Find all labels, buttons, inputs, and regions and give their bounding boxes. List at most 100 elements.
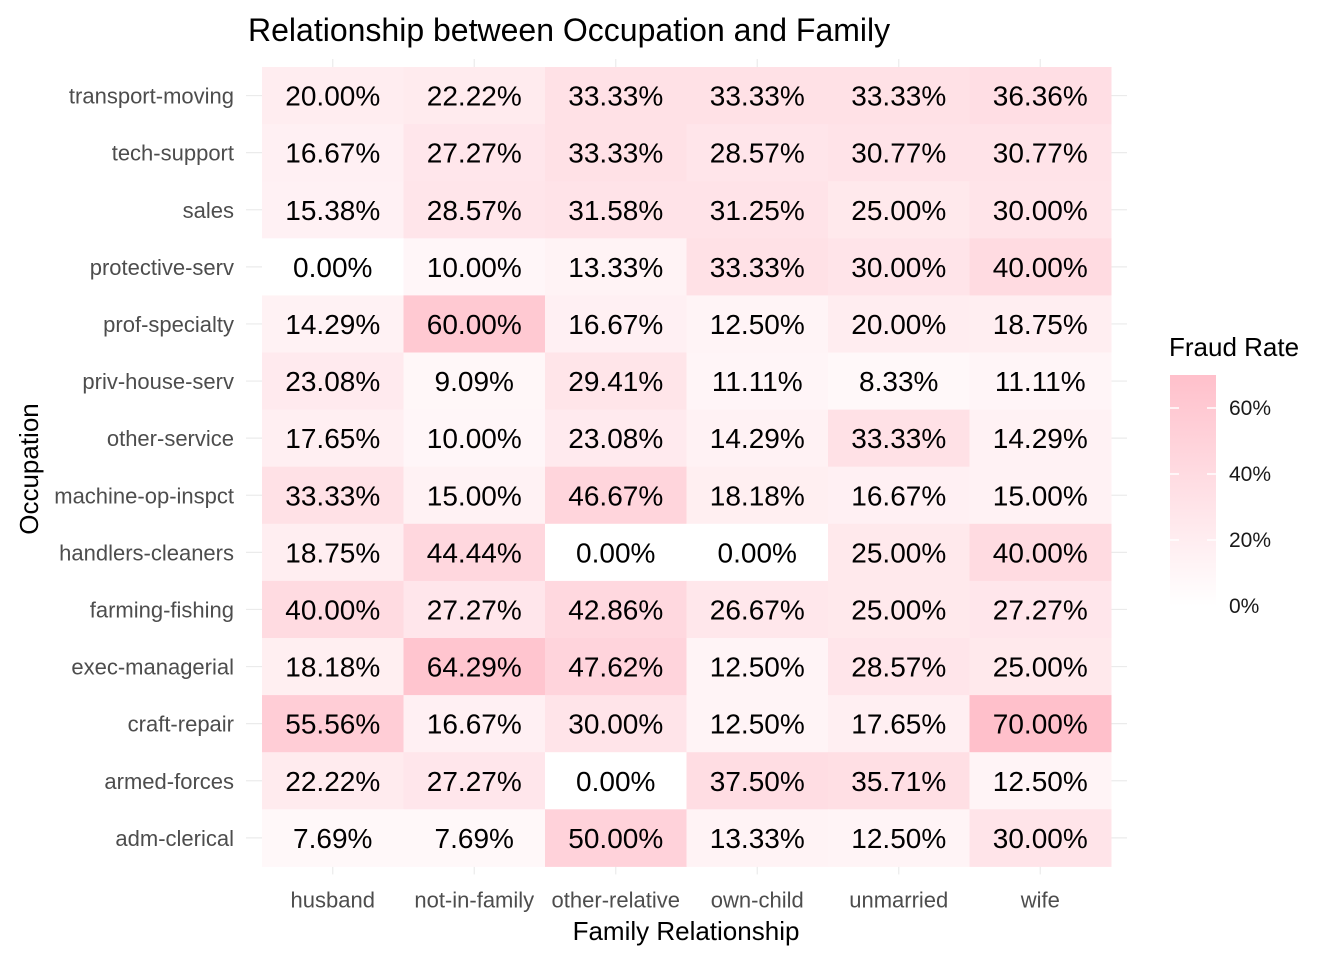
heatmap-cell — [262, 466, 404, 525]
heatmap-cell — [262, 67, 404, 125]
cell-value-label: 16.67% — [851, 480, 946, 511]
cell-value-label: 22.22% — [285, 766, 380, 797]
heatmap-cell — [403, 238, 546, 296]
cell-value-label: 27.27% — [993, 594, 1088, 625]
y-axis-title: Occupation — [14, 403, 44, 535]
cell-value-label: 30.00% — [993, 823, 1088, 854]
cell-value-label: 33.33% — [568, 138, 663, 169]
cell-value-label: 0.00% — [576, 537, 655, 568]
heatmap-cell — [545, 466, 687, 525]
legend-ticks: 0% 20% 40% 60% — [1170, 397, 1271, 618]
cell-value-label: 29.41% — [568, 366, 663, 397]
heatmap-cell — [262, 181, 404, 239]
cell-value-label: 40.00% — [993, 537, 1088, 568]
cell-value-label: 33.33% — [285, 480, 380, 511]
heatmap-cell — [403, 466, 546, 525]
x-tick-label: not-in-family — [414, 887, 534, 912]
cell-value-label: 18.18% — [710, 480, 805, 511]
heatmap-cell — [545, 238, 687, 296]
cell-value-label: 60.00% — [427, 309, 522, 340]
x-tick-label: unmarried — [849, 887, 948, 912]
y-tick-label: priv-house-serv — [82, 369, 234, 394]
cell-value-label: 11.11% — [712, 366, 803, 397]
chart-title: Relationship between Occupation and Fami… — [248, 12, 890, 48]
legend: Fraud Rate 0% 20% 40% 60% — [1169, 332, 1299, 618]
heatmap-cell — [969, 580, 1112, 639]
heatmap-cell — [828, 580, 970, 639]
cell-value-label: 31.58% — [568, 195, 663, 226]
cell-value-label: 23.08% — [285, 366, 380, 397]
heatmap-cell — [545, 809, 687, 867]
heatmap-cell — [403, 638, 546, 696]
heatmap-cell — [262, 124, 404, 182]
y-tick-label: machine-op-inspct — [54, 483, 234, 508]
cell-value-label: 10.00% — [427, 252, 522, 283]
cell-value-label: 30.77% — [993, 138, 1088, 169]
cell-value-label: 33.33% — [710, 252, 805, 283]
heatmap-cell — [262, 523, 404, 582]
cell-value-label: 17.65% — [851, 709, 946, 740]
cell-value-label: 16.67% — [568, 309, 663, 340]
heatmap-cell — [545, 124, 687, 182]
cell-value-label: 13.33% — [710, 823, 805, 854]
cell-value-label: 11.11% — [995, 366, 1086, 397]
cell-value-label: 40.00% — [285, 594, 380, 625]
y-tick-label: sales — [183, 198, 234, 223]
cell-value-label: 14.29% — [710, 423, 805, 454]
cell-value-label: 31.25% — [710, 195, 805, 226]
cell-value-label: 20.00% — [285, 81, 380, 112]
x-axis-title: Family Relationship — [573, 916, 800, 946]
heatmap-cell — [686, 181, 829, 239]
heatmap-cell — [828, 409, 970, 468]
cell-value-label: 30.00% — [993, 195, 1088, 226]
heatmap-cell — [262, 638, 404, 696]
cell-value-label: 27.27% — [427, 594, 522, 625]
y-tick-label: prof-specialty — [103, 312, 234, 337]
heatmap-cell — [828, 523, 970, 582]
heatmap-cell — [403, 124, 546, 182]
heatmap-cell — [828, 638, 970, 696]
cell-value-label: 8.33% — [859, 366, 938, 397]
cell-value-label: 47.62% — [568, 652, 663, 683]
legend-tick-label: 40% — [1229, 463, 1271, 486]
y-tick-label: protective-serv — [90, 255, 234, 280]
cell-value-label: 15.00% — [993, 480, 1088, 511]
heatmap-cell — [969, 409, 1112, 468]
cell-value-label: 35.71% — [851, 766, 946, 797]
cell-value-label: 64.29% — [427, 652, 522, 683]
cell-value-label: 25.00% — [851, 537, 946, 568]
heatmap-cell — [262, 695, 404, 753]
legend-title: Fraud Rate — [1169, 332, 1299, 362]
legend-tick-label: 20% — [1229, 529, 1271, 552]
heatmap-cell — [403, 523, 546, 582]
cell-value-label: 16.67% — [285, 138, 380, 169]
heatmap-cell — [262, 752, 404, 810]
heatmap-cell — [403, 181, 546, 239]
y-tick-label: armed-forces — [104, 769, 234, 794]
cell-value-label: 33.33% — [710, 81, 805, 112]
y-tick-label: adm-clerical — [115, 826, 234, 851]
heatmap-cell — [686, 638, 829, 696]
heatmap-cell — [403, 295, 546, 353]
cell-value-label: 70.00% — [993, 709, 1088, 740]
y-tick-label: craft-repair — [128, 712, 234, 737]
cell-value-label: 37.50% — [710, 766, 805, 797]
cell-value-label: 33.33% — [568, 81, 663, 112]
heatmap-cell — [969, 352, 1112, 411]
heatmap-cell — [828, 809, 970, 867]
heatmap-cell — [545, 295, 687, 353]
cell-value-label: 20.00% — [851, 309, 946, 340]
cell-value-label: 55.56% — [285, 709, 380, 740]
cell-value-label: 25.00% — [851, 594, 946, 625]
cell-value-label: 12.50% — [851, 823, 946, 854]
cell-value-label: 16.67% — [427, 709, 522, 740]
y-tick-label: handlers-cleaners — [59, 540, 234, 565]
cell-value-label: 0.00% — [293, 252, 372, 283]
cell-value-label: 40.00% — [993, 252, 1088, 283]
cell-labels: 20.00% 22.22% 33.33% 33.33% 33.33% 36.36% 16.6… — [285, 81, 1087, 854]
cell-value-label: 28.57% — [851, 652, 946, 683]
heatmap-cell — [969, 466, 1112, 525]
heatmap-cell — [686, 809, 829, 867]
heatmap-cell — [262, 295, 404, 353]
heatmap-cell — [686, 466, 829, 525]
